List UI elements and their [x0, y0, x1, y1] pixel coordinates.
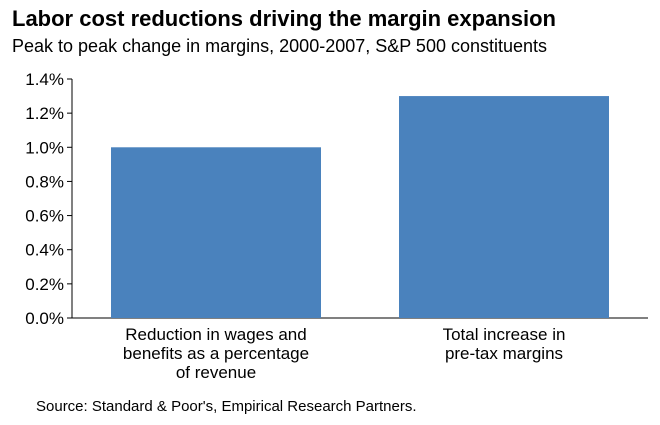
bar [111, 147, 321, 318]
y-tick-label: 0.2% [25, 275, 64, 294]
chart-title: Labor cost reductions driving the margin… [12, 6, 556, 31]
y-tick-label: 0.8% [25, 172, 64, 191]
y-tick-label: 1.2% [25, 104, 64, 123]
x-category-label: Total increase in pre-tax margins [443, 325, 566, 363]
bars [111, 96, 609, 318]
y-tick-label: 0.6% [25, 207, 64, 226]
y-tick-label: 0.0% [25, 309, 64, 328]
y-axis-ticks: 0.0% 0.2% 0.4% 0.6% 0.8% 1.0% 1.2% 1.4% [25, 70, 72, 328]
y-tick-label: 0.4% [25, 241, 64, 260]
bar [399, 96, 609, 318]
x-category-label: Reduction in wages and benefits as a perc… [123, 325, 309, 382]
y-tick-label: 1.0% [25, 138, 64, 157]
source-note: Source: Standard & Poor's, Empirical Res… [36, 398, 417, 415]
x-axis-labels: Reduction in wages and benefits as a perc… [123, 325, 566, 382]
y-tick-label: 1.4% [25, 70, 64, 89]
chart-subtitle: Peak to peak change in margins, 2000-200… [12, 36, 548, 56]
